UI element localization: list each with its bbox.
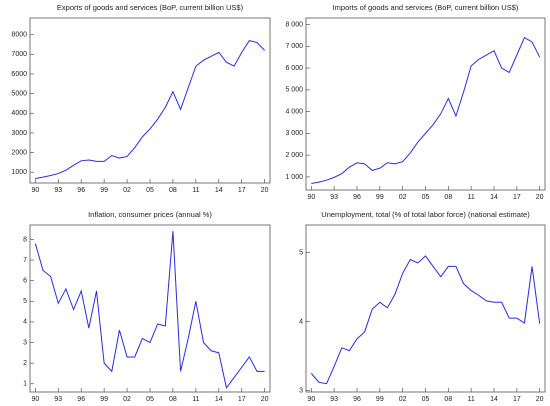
x-tick-label: 02	[399, 396, 407, 403]
chart-title: Inflation, consumer prices (annual %)	[88, 210, 212, 219]
y-tick-label: 4	[299, 318, 303, 325]
x-tick-label: 20	[536, 396, 544, 403]
x-tick-label: 96	[77, 396, 85, 403]
x-tick-label: 96	[353, 396, 361, 403]
y-tick-label: 3 000	[285, 130, 303, 137]
data-line	[34, 231, 265, 390]
x-tick-label: 20	[536, 194, 544, 201]
x-tick-label: 90	[31, 396, 39, 403]
data-line	[35, 40, 266, 179]
x-tick-label: 17	[238, 187, 246, 194]
data-line	[311, 36, 541, 184]
plot-frame	[305, 224, 546, 393]
x-tick-label: 93	[54, 187, 62, 194]
y-tick-label: 1000	[11, 169, 27, 176]
y-tick-label: 3	[299, 387, 303, 394]
plot-frame	[29, 17, 271, 184]
x-tick-label: 99	[100, 187, 108, 194]
y-tick-label: 4	[23, 319, 27, 326]
chart-title: Exports of goods and services (BoP, curr…	[57, 3, 244, 12]
x-tick-label: 08	[169, 187, 177, 194]
x-tick-label: 93	[54, 396, 62, 403]
y-tick-label: 4 000	[285, 108, 303, 115]
x-tick-label: 17	[238, 396, 246, 403]
y-tick-label: 5	[299, 249, 303, 256]
x-tick-label: 02	[123, 396, 131, 403]
y-tick-label: 6000	[11, 71, 27, 78]
x-tick-label: 17	[513, 396, 521, 403]
y-tick-label: 2000	[11, 149, 27, 156]
y-tick-label: 6 000	[285, 65, 303, 72]
x-tick-label: 90	[31, 187, 39, 194]
y-tick-label: 7	[23, 257, 27, 264]
x-tick-label: 17	[513, 194, 521, 201]
x-tick-label: 90	[307, 194, 315, 201]
x-tick-label: 20	[261, 187, 269, 194]
y-tick-label: 5	[23, 298, 27, 305]
x-tick-label: 11	[192, 396, 199, 403]
y-tick-label: 4000	[11, 110, 27, 117]
y-tick-label: 8 000	[285, 21, 303, 28]
x-tick-label: 05	[146, 396, 154, 403]
x-tick-label: 99	[100, 396, 108, 403]
x-tick-label: 08	[444, 396, 452, 403]
chart-title: Imports of goods and services (BoP, curr…	[333, 3, 519, 12]
y-tick-label: 3	[23, 339, 27, 346]
x-tick-label: 93	[330, 396, 338, 403]
data-line	[310, 255, 541, 385]
y-tick-label: 1	[23, 381, 27, 388]
x-tick-label: 11	[192, 187, 199, 194]
x-tick-label: 08	[444, 194, 452, 201]
y-tick-label: 2 000	[285, 152, 303, 159]
x-tick-label: 02	[399, 194, 407, 201]
x-tick-label: 05	[422, 194, 430, 201]
plot-frame	[29, 224, 271, 393]
y-tick-label: 5000	[11, 90, 27, 97]
x-tick-label: 05	[146, 187, 154, 194]
x-tick-label: 05	[422, 396, 430, 403]
y-tick-label: 8000	[11, 32, 27, 39]
y-tick-label: 1 000	[285, 174, 303, 181]
x-tick-label: 11	[468, 396, 475, 403]
x-tick-label: 93	[330, 194, 338, 201]
y-tick-label: 7 000	[285, 43, 303, 50]
x-tick-label: 14	[215, 187, 223, 194]
x-tick-label: 14	[490, 396, 498, 403]
x-tick-label: 99	[376, 194, 384, 201]
y-tick-label: 2	[23, 360, 27, 367]
x-tick-label: 96	[353, 194, 361, 201]
y-tick-label: 6	[23, 278, 27, 285]
plot-frame	[305, 17, 546, 191]
x-tick-label: 14	[490, 194, 498, 201]
y-tick-label: 3000	[11, 130, 27, 137]
y-tick-label: 7000	[11, 51, 27, 58]
x-tick-label: 20	[261, 396, 269, 403]
x-tick-label: 96	[77, 187, 85, 194]
x-tick-label: 90	[307, 396, 315, 403]
y-tick-label: 8	[23, 236, 27, 243]
x-tick-label: 11	[468, 194, 475, 201]
x-tick-label: 08	[169, 396, 177, 403]
y-tick-label: 5 000	[285, 87, 303, 94]
x-tick-label: 02	[123, 187, 131, 194]
x-tick-label: 99	[376, 396, 384, 403]
chart-title: Unemployment, total (% of total labor fo…	[321, 210, 530, 219]
x-tick-label: 14	[215, 396, 223, 403]
